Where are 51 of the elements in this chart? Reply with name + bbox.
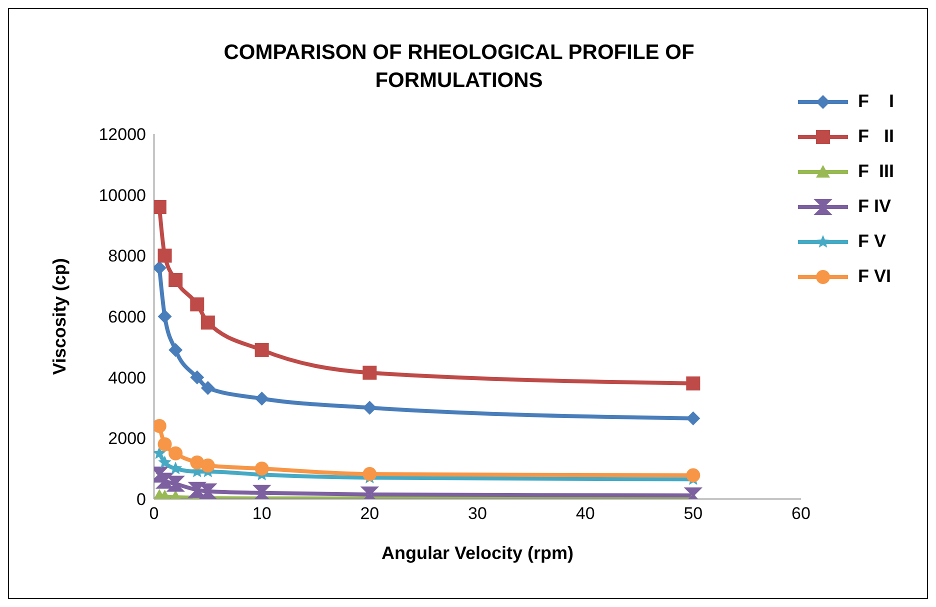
legend-label: F III [858,161,894,182]
point [190,297,204,312]
point [154,446,166,460]
y-tick-label: 2000 [108,429,146,448]
y-tick-label: 8000 [108,246,146,266]
point [168,273,183,287]
point [362,467,377,482]
legend-label: F I [858,91,894,112]
point [168,342,183,357]
x-tick-label: 20 [360,504,380,524]
y-tick-label: 0 [136,490,146,510]
point [254,392,269,406]
point [189,482,206,498]
point [158,437,172,452]
legend-label: F V [858,231,886,252]
y-tick-label: 10000 [98,186,146,205]
point [156,472,173,489]
point [686,411,700,426]
point [362,366,377,380]
y-tick-label: 12000 [98,125,146,144]
legend-label: F IV [858,196,892,217]
point [686,376,700,390]
x-tick-label: 40 [576,504,595,524]
point [158,248,172,263]
point [254,462,269,476]
point [200,483,216,499]
y-axis-title: Viscosity (cp) [49,258,70,375]
point [158,310,172,324]
point [190,370,204,384]
point [158,456,172,468]
x-tick-label: 60 [792,504,810,524]
point [190,456,204,470]
point [362,400,377,415]
legend-label: F II [858,126,894,147]
point [254,342,269,357]
legend-label: F VI [858,266,892,287]
x-tick-label: 10 [252,504,272,524]
point [200,380,215,395]
x-axis-title: Angular Velocity (rpm) [381,543,574,563]
point [200,316,215,330]
point [200,458,215,473]
y-tick-label: 6000 [108,308,146,327]
point [168,476,184,492]
chart-title: COMPARISON OF RHEOLOGICAL PROFILE OF FORMULATIONS [222,40,696,94]
point [254,484,270,499]
point [168,446,183,460]
x-tick-label: 0 [149,504,159,524]
x-tick-label: 30 [468,504,487,524]
y-tick-label: 4000 [108,368,146,388]
point [686,468,700,482]
x-tick-label: 50 [684,504,703,524]
